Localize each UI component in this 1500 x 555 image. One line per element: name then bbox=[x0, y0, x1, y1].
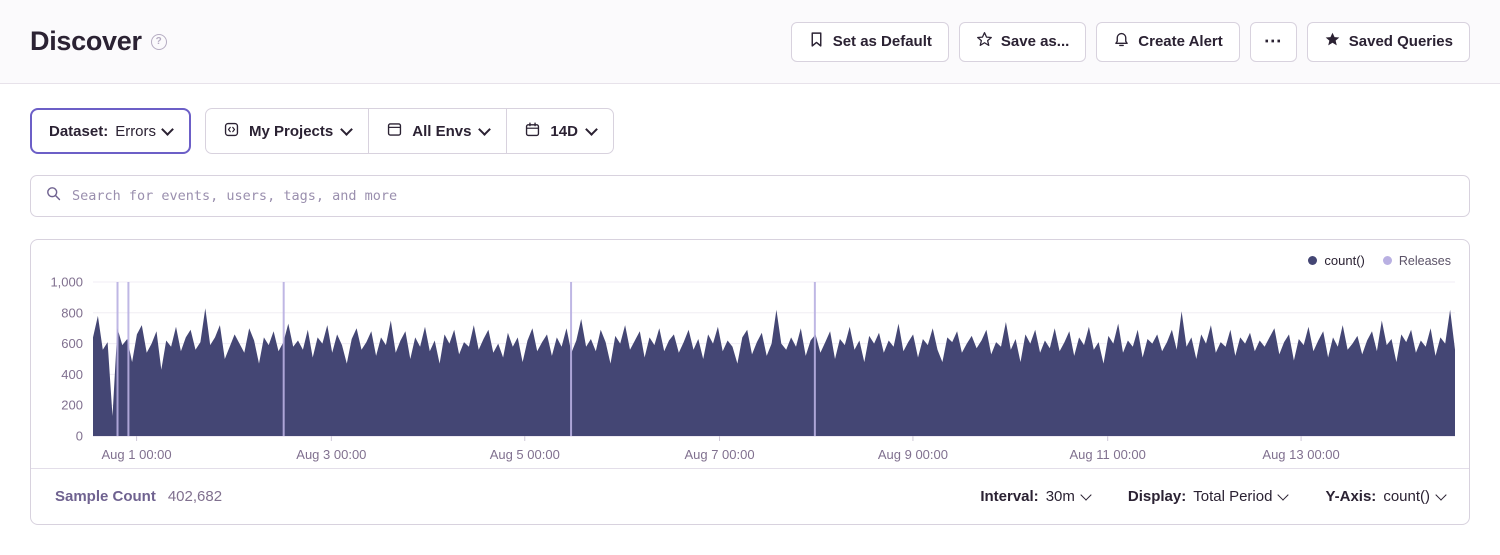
environments-dropdown[interactable]: All Envs bbox=[368, 109, 506, 153]
interval-label: Interval: bbox=[980, 488, 1039, 505]
create-alert-label: Create Alert bbox=[1138, 33, 1223, 50]
y-tick-label: 600 bbox=[61, 336, 83, 351]
legend-item-releases[interactable]: Releases bbox=[1382, 253, 1451, 268]
ellipsis-icon: ⋯ bbox=[1263, 31, 1283, 51]
legend-count-dot bbox=[1308, 256, 1318, 265]
display-dropdown[interactable]: Display: Total Period bbox=[1127, 488, 1290, 505]
x-tick-label: Aug 7 00:00 bbox=[684, 447, 754, 462]
sample-count-value: 402,682 bbox=[167, 488, 223, 505]
chevron-down-icon bbox=[340, 122, 354, 136]
legend-releases-dot bbox=[1382, 256, 1392, 265]
star-outline-icon bbox=[976, 31, 993, 52]
page-title: Discover bbox=[30, 26, 142, 56]
y-tick-label: 0 bbox=[76, 429, 83, 444]
legend-releases-label: Releases bbox=[1398, 253, 1451, 268]
x-tick-label: Aug 3 00:00 bbox=[296, 447, 366, 462]
display-value: Total Period bbox=[1193, 488, 1273, 505]
search-box[interactable] bbox=[30, 175, 1470, 217]
saved-queries-button[interactable]: Saved Queries bbox=[1306, 21, 1470, 62]
dataset-dropdown[interactable]: Dataset: Errors bbox=[30, 108, 192, 154]
save-as-button[interactable]: Save as... bbox=[958, 21, 1087, 62]
environments-label: All Envs bbox=[412, 122, 472, 140]
projects-icon bbox=[223, 121, 240, 142]
create-alert-button[interactable]: Create Alert bbox=[1096, 21, 1240, 62]
chart-footer: Sample Count 402,682 Interval: 30m Displ… bbox=[31, 468, 1469, 524]
set-as-default-label: Set as Default bbox=[832, 33, 932, 50]
search-input[interactable] bbox=[72, 188, 1455, 204]
set-as-default-button[interactable]: Set as Default bbox=[790, 21, 949, 62]
display-label: Display: bbox=[1127, 488, 1187, 505]
date-range-dropdown[interactable]: 14D bbox=[506, 109, 613, 153]
search-icon bbox=[45, 185, 62, 207]
filter-row: Dataset: Errors My Projects All Envs 14D bbox=[0, 84, 1500, 154]
interval-dropdown[interactable]: Interval: 30m bbox=[980, 488, 1092, 505]
legend-count-label: count() bbox=[1324, 253, 1365, 268]
x-tick-label: Aug 5 00:00 bbox=[490, 447, 560, 462]
projects-label: My Projects bbox=[249, 122, 334, 140]
chevron-down-icon bbox=[478, 122, 492, 136]
x-tick-label: Aug 11 00:00 bbox=[1069, 447, 1145, 462]
yaxis-dropdown[interactable]: Y-Axis: count() bbox=[1325, 488, 1447, 505]
legend-item-count[interactable]: count() bbox=[1308, 253, 1365, 268]
star-filled-icon bbox=[1324, 31, 1341, 52]
chevron-down-icon bbox=[161, 122, 174, 136]
chevron-down-icon bbox=[1435, 488, 1447, 501]
x-tick-label: Aug 9 00:00 bbox=[878, 447, 948, 462]
page-header: Discover ? Set as Default Save as... Cre… bbox=[0, 0, 1500, 84]
page-filter-bar: My Projects All Envs 14D bbox=[205, 108, 614, 154]
chart-legend: count() Releases bbox=[31, 240, 1469, 268]
x-tick-label: Aug 13 00:00 bbox=[1262, 447, 1339, 462]
dataset-value: Errors bbox=[115, 122, 157, 140]
y-tick-label: 800 bbox=[61, 305, 83, 320]
yaxis-value: count() bbox=[1383, 488, 1430, 505]
more-options-button[interactable]: ⋯ bbox=[1249, 21, 1297, 62]
yaxis-label: Y-Axis: bbox=[1325, 488, 1377, 505]
y-tick-label: 200 bbox=[61, 398, 83, 413]
help-icon[interactable]: ? bbox=[150, 33, 167, 50]
count-area bbox=[93, 308, 1455, 436]
interval-value: 30m bbox=[1045, 488, 1075, 505]
chevron-down-icon bbox=[1277, 488, 1290, 501]
y-tick-label: 400 bbox=[61, 367, 83, 382]
alert-icon bbox=[1113, 31, 1130, 52]
dataset-label: Dataset: bbox=[49, 122, 109, 140]
header-actions: Set as Default Save as... Create Alert ⋯… bbox=[790, 21, 1470, 62]
y-tick-label: 1,000 bbox=[50, 275, 83, 290]
projects-dropdown[interactable]: My Projects bbox=[206, 109, 368, 153]
window-icon bbox=[386, 121, 403, 142]
sample-count-label: Sample Count bbox=[55, 488, 156, 505]
date-range-label: 14D bbox=[550, 122, 578, 140]
saved-queries-label: Saved Queries bbox=[1348, 33, 1453, 50]
chevron-down-icon bbox=[585, 122, 598, 136]
calendar-icon bbox=[524, 121, 541, 142]
x-tick-label: Aug 1 00:00 bbox=[102, 447, 172, 462]
events-chart[interactable]: 0 200 400 600 800 1,000 Aug 1 00:00 Aug 3 00:00… bbox=[31, 268, 1469, 468]
bookmark-icon bbox=[808, 31, 825, 52]
search-row bbox=[0, 154, 1500, 217]
events-chart-panel: count() Releases 0 200 400 600 800 1,000 Aug 1… bbox=[30, 239, 1470, 525]
chevron-down-icon bbox=[1080, 488, 1092, 501]
save-as-label: Save as... bbox=[1000, 33, 1070, 50]
